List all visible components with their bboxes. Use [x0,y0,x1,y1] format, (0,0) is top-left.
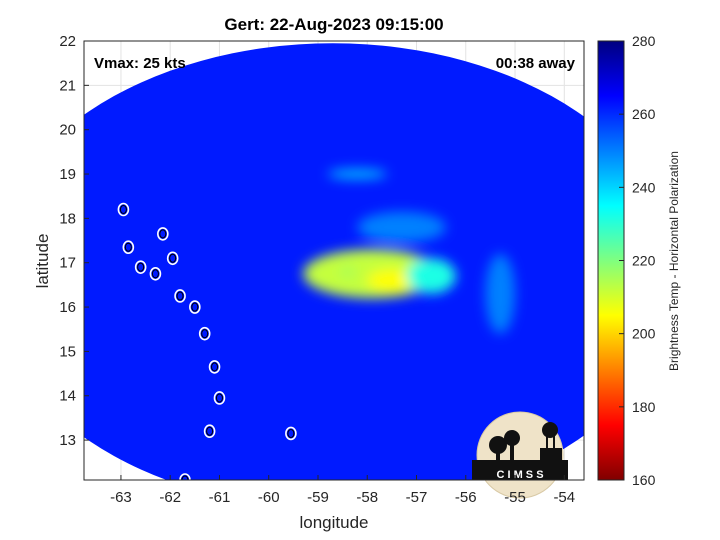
x-axis-label: longitude [299,513,368,532]
x-tick-label: -54 [553,489,575,506]
y-tick-label: 16 [59,299,76,316]
island-outline-inner [191,302,199,312]
y-axis-ticks: 13 14 15 16 17 18 19 20 21 22 [59,33,89,449]
y-tick-label: 17 [59,255,76,272]
island-outline [179,473,191,480]
x-tick-label: -61 [209,489,231,506]
x-tick-label: -59 [307,489,329,506]
y-tick-label: 15 [59,343,76,360]
convection-feature [485,253,516,334]
cimss-logo-text: C I M S S [496,469,543,481]
island-outline [203,424,216,439]
convection-feature [357,211,447,243]
island-outline-inner [151,269,159,279]
y-tick-label: 22 [59,33,76,50]
island-outline [189,300,201,314]
colorbar-tick-label: 200 [632,326,656,342]
island-outlines [117,202,297,480]
island-outline-inner [215,393,223,403]
colorbar-tick-label: 240 [632,179,656,195]
colorbar-tick-label: 180 [632,399,656,415]
island-outline [122,240,135,254]
y-tick-label: 19 [59,166,76,183]
y-tick-label: 20 [59,122,76,139]
island-outline [134,260,147,274]
island-outline [166,251,179,266]
island-outline-inner [181,475,189,480]
x-tick-label: -62 [159,489,181,506]
y-tick-label: 13 [59,432,76,449]
time-away-annotation: 00:38 away [496,55,576,72]
island-outline-inner [137,262,145,272]
x-tick-label: -58 [356,489,378,506]
axes-frame [83,40,585,481]
cimss-logo: C I M S S [472,411,568,499]
island-outline [149,267,162,281]
island-outline [117,202,130,217]
x-tick-label: -56 [455,489,477,506]
convection-feature [327,168,387,180]
y-tick-label: 21 [59,77,76,94]
colorbar-label: Brightness Temp - Horizontal Polarizatio… [667,151,681,371]
island-outline-inner [176,291,184,301]
colorbar-tick-label: 220 [632,253,656,269]
convection-feature [367,269,417,292]
convection-feature [406,258,456,294]
x-tick-label: -63 [110,489,132,506]
island-outline-inner [206,426,214,436]
chart-title: Gert: 22-Aug-2023 09:15:00 [224,15,443,34]
colorbar-tick-label: 260 [632,106,656,122]
island-outline-inner [119,205,127,215]
island-outline-inner [287,428,295,438]
island-outline [285,426,297,441]
convection-feature [340,264,355,279]
island-outline [208,360,221,374]
island-outline [157,227,169,241]
x-tick-label: -55 [504,489,526,506]
y-axis-label: latitude [33,234,52,289]
colorbar-tick-label: 280 [632,33,656,49]
island-outline [213,391,226,405]
island-outline-inner [169,253,177,263]
x-tick-label: -60 [258,489,280,506]
island-outline [198,326,211,341]
island-outline-inner [124,242,132,252]
colorbar-ticks: 160 180 200 220 240 260 280 [619,33,656,488]
island-outline-inner [159,229,167,239]
vmax-annotation: Vmax: 25 kts [94,55,186,72]
island-outline-inner [201,329,209,339]
island-outline [174,289,186,303]
x-tick-label: -57 [406,489,428,506]
x-axis-ticks: -63 -62 -61 -60 -59 -58 -57 -56 -55 -54 [110,475,575,506]
colorbar-tick-label: 160 [632,472,656,488]
y-tick-label: 14 [59,388,76,405]
island-outline-inner [211,362,219,372]
y-tick-label: 18 [59,210,76,227]
brightness-swath [84,43,584,480]
